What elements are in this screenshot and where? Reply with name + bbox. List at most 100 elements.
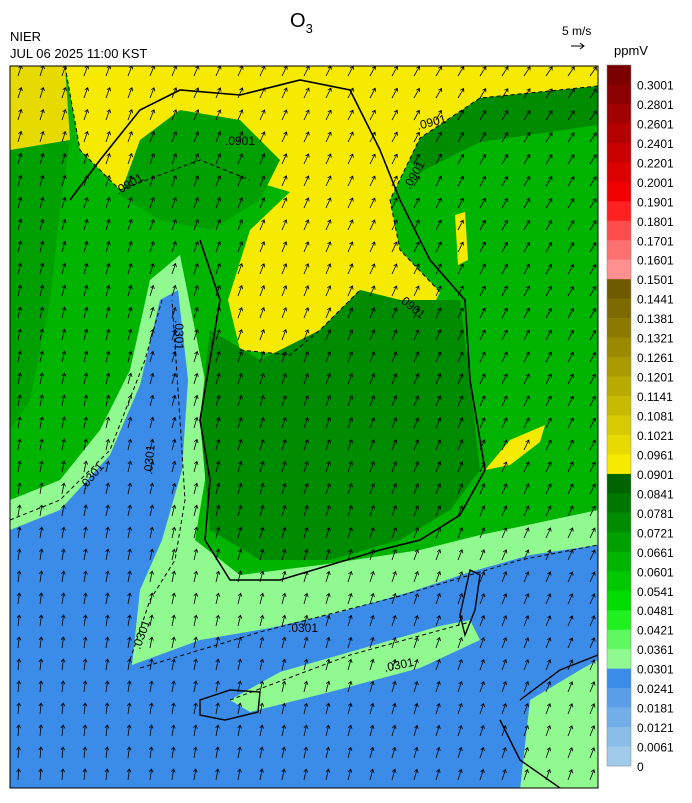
colorbar-label: 0.0481 [637, 604, 674, 618]
wind-vector [479, 263, 486, 275]
wind-vector [589, 329, 597, 341]
wind-vector [104, 724, 110, 737]
wind-vector [391, 373, 398, 385]
wind-vector [61, 504, 66, 517]
coastline [199, 689, 261, 721]
colorbar-bin [607, 746, 631, 767]
wind-vector [259, 504, 265, 517]
wind-vector [479, 329, 486, 341]
wind-vector [281, 219, 288, 231]
wind-vector [391, 724, 397, 737]
wind-vector [325, 241, 332, 253]
wind-vector [82, 724, 88, 737]
wind-vector [149, 658, 154, 671]
wind-vector [237, 504, 243, 517]
wind-vector [479, 131, 487, 143]
wind-vector [61, 416, 67, 429]
wind-vector [457, 109, 465, 121]
wind-vector [105, 108, 111, 121]
wind-vector [259, 307, 266, 319]
wind-vector [413, 87, 421, 99]
wind-vector [61, 130, 67, 143]
wind-vector [171, 350, 177, 363]
wind-vector [237, 658, 243, 671]
wind-vector [127, 548, 132, 561]
wind-vector [391, 658, 397, 671]
wind-vector [303, 526, 309, 539]
wind-vector [39, 306, 45, 319]
wind-vector [523, 175, 531, 187]
wind-vector [104, 702, 110, 715]
wind-vector [193, 175, 200, 187]
wind-vector [457, 307, 464, 319]
wind-vector [347, 592, 353, 605]
wind-vector [545, 703, 552, 715]
colorbar-label: 0.1601 [637, 254, 674, 268]
wind-vector [435, 549, 442, 561]
wind-vector [413, 483, 420, 495]
wind-vector [17, 306, 23, 319]
wind-vector [105, 218, 111, 231]
colorbar-frame [606, 64, 632, 767]
wind-vector [149, 680, 154, 693]
wind-vector [171, 614, 176, 627]
wind-vector [215, 658, 221, 671]
wind-vector [237, 416, 243, 429]
wind-vector [39, 416, 44, 429]
wind-vector [369, 658, 375, 671]
colorbar-bin [607, 123, 631, 144]
wind-vector [281, 438, 287, 451]
colorbar: 0.3001 0.2801 0.2601 0.2401 0.2201 0.2001 0.19… [606, 64, 674, 774]
wind-vector [17, 152, 23, 165]
wind-vector [170, 768, 176, 781]
wind-vector [61, 350, 67, 363]
wind-vector [215, 306, 221, 319]
wind-vector [413, 505, 420, 517]
wind-vector [523, 329, 530, 341]
wind-vector [281, 307, 288, 319]
wind-vector [82, 746, 88, 759]
wind-vector [281, 372, 287, 385]
wind-vector [567, 527, 574, 539]
wind-vector [501, 417, 508, 429]
wind-vector [171, 328, 177, 341]
wind-vector [391, 768, 397, 781]
wind-vector [61, 66, 67, 77]
colorbar-label: 0.1081 [637, 410, 674, 424]
wind-vector [171, 109, 178, 121]
wind-vector [61, 548, 66, 561]
wind-vector [369, 329, 376, 341]
wind-vector [369, 461, 376, 473]
wind-vector [347, 702, 353, 715]
vector-scale-arrow [571, 42, 585, 50]
wind-vector [193, 570, 199, 583]
wind-vector [237, 702, 242, 715]
wind-vector [149, 284, 155, 297]
wind-vector [567, 110, 575, 121]
wind-vector [303, 438, 309, 451]
wind-vector [457, 724, 463, 737]
wind-vector [60, 768, 66, 781]
wind-vector [435, 87, 443, 99]
wind-vector [237, 724, 242, 737]
wind-vector [347, 329, 354, 341]
colorbar-label: 0.1021 [637, 429, 674, 443]
wind-vector [303, 285, 310, 297]
wind-vector [545, 768, 551, 781]
wind-vector [589, 725, 596, 737]
wind-vector [501, 395, 508, 407]
wind-vector [149, 328, 155, 341]
wind-vector [149, 592, 154, 605]
colorbar-bin [607, 162, 631, 183]
wind-vector [17, 240, 23, 253]
wind-vector [413, 702, 419, 715]
wind-vector [325, 351, 332, 363]
wind-vector [457, 615, 464, 627]
wind-vector [104, 746, 110, 759]
wind-vector [589, 242, 597, 253]
wind-vector [149, 196, 155, 209]
wind-vector [457, 219, 464, 231]
wind-vector [413, 285, 420, 297]
wind-vector [567, 329, 575, 341]
colorbar-label: 0.3001 [637, 78, 674, 92]
